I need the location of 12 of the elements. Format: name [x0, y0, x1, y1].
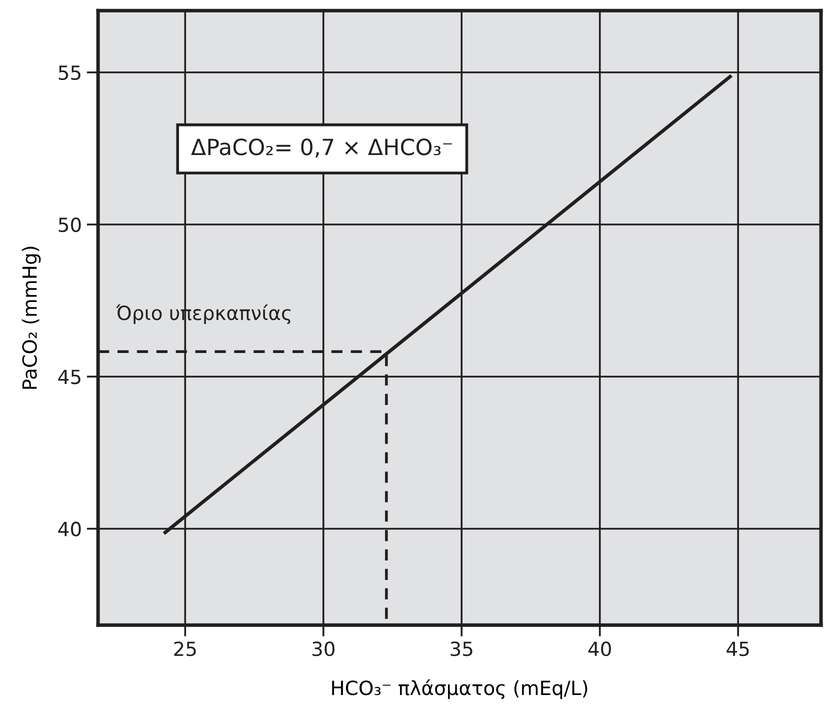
annotation: ΔPaCO₂= 0,7 × ΔHCO₃⁻: [191, 138, 452, 158]
x-tick-label: 35: [450, 641, 472, 656]
x-tick-label: 45: [726, 642, 749, 656]
x-axis-title: HCO₃⁻ πλάσματος (mEq/L): [332, 679, 588, 700]
y-tick-label: 45: [58, 370, 80, 384]
x-tick-label: 40: [588, 641, 611, 656]
y-tick-label: 40: [58, 522, 81, 536]
y-axis-title: PaCO₂ (mmHg): [22, 246, 41, 389]
y-tick-label: 55: [58, 66, 80, 80]
y-tick-label: 50: [58, 217, 81, 232]
x-tick-label: 30: [312, 641, 334, 656]
x-tick-label: 25: [174, 641, 196, 656]
